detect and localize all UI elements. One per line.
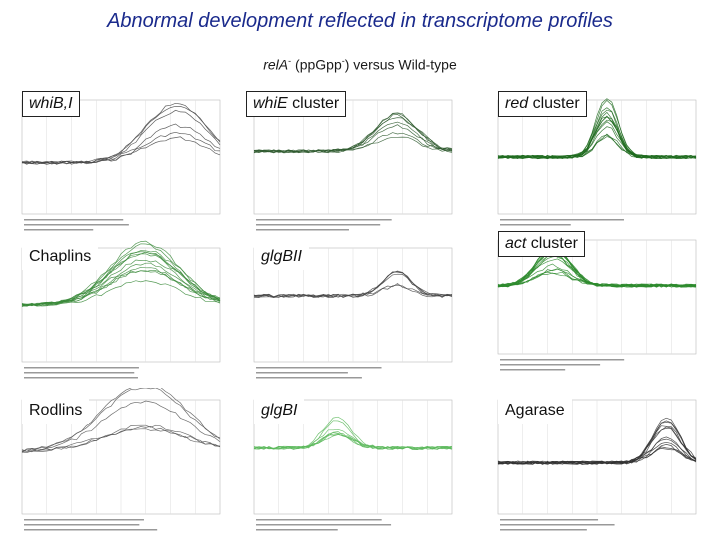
profile-line bbox=[253, 114, 453, 154]
panel-plot bbox=[253, 247, 453, 379]
panel-label-italic: whiE bbox=[253, 95, 288, 112]
panel-plot bbox=[21, 388, 221, 531]
panel-label-italic: glgBII bbox=[261, 248, 302, 265]
footer-text bbox=[24, 529, 158, 531]
panel-label-italic: act bbox=[505, 235, 527, 252]
panel-label: act cluster bbox=[498, 231, 585, 257]
panel-label: Chaplins bbox=[22, 244, 99, 270]
profile-line bbox=[21, 400, 221, 452]
footer-text bbox=[24, 367, 139, 369]
footer-text bbox=[24, 372, 135, 374]
panel-plot bbox=[253, 99, 453, 231]
footer-text bbox=[256, 529, 338, 531]
footer-text bbox=[500, 359, 625, 361]
profile-line bbox=[497, 420, 697, 465]
profile-line bbox=[21, 253, 221, 307]
subtitle-end: ) versus Wild-type bbox=[344, 56, 457, 73]
footer-text bbox=[256, 219, 392, 221]
profile-line bbox=[253, 271, 453, 298]
profile-line bbox=[253, 117, 453, 154]
panel-glgbi: glgBI bbox=[240, 388, 466, 536]
footer-text bbox=[24, 519, 144, 521]
panel-label-plain: Agarase bbox=[505, 402, 565, 419]
panel-label: red cluster bbox=[498, 91, 587, 117]
panel-plot bbox=[21, 99, 221, 231]
panel-plot bbox=[253, 399, 453, 531]
footer-text bbox=[256, 524, 392, 526]
profile-line bbox=[21, 136, 221, 165]
footer-text bbox=[500, 219, 624, 221]
panel-label: whiB,I bbox=[22, 91, 80, 117]
profile-line bbox=[253, 270, 453, 298]
panel-plot bbox=[497, 98, 697, 231]
footer-text bbox=[24, 524, 140, 526]
panel-label-plain: Chaplins bbox=[29, 248, 92, 265]
panel-glgbii: glgBII bbox=[240, 236, 466, 384]
footer-text bbox=[256, 367, 382, 369]
footer-text bbox=[500, 369, 566, 371]
profile-line bbox=[21, 102, 221, 165]
footer-text bbox=[24, 224, 129, 226]
panel-plot bbox=[497, 239, 697, 371]
profile-line bbox=[498, 258, 697, 288]
panel-label: Rodlins bbox=[22, 398, 90, 424]
profile-line bbox=[253, 428, 453, 450]
profile-line bbox=[21, 388, 221, 453]
panel-label-plain: Rodlins bbox=[29, 402, 83, 419]
profile-line bbox=[497, 107, 697, 159]
profile-line bbox=[497, 111, 697, 159]
profile-line bbox=[21, 424, 221, 453]
panel-label-plain: cluster bbox=[526, 235, 578, 252]
profile-line bbox=[21, 250, 221, 307]
panel-rodlins: Rodlins bbox=[8, 388, 234, 536]
profile-line bbox=[253, 132, 453, 154]
panel-plot bbox=[497, 399, 697, 531]
profile-line bbox=[497, 121, 696, 159]
profile-line bbox=[497, 426, 697, 465]
slide-title: Abnormal development reflected in transc… bbox=[107, 10, 613, 32]
subtitle-sup-1: - bbox=[288, 56, 292, 66]
subtitle-sup-2: - bbox=[341, 56, 345, 66]
panel-label: glgBII bbox=[254, 244, 309, 270]
footer-text bbox=[256, 377, 362, 379]
panel-whib: whiB,I bbox=[8, 88, 234, 236]
footer-text bbox=[500, 529, 587, 531]
profile-line bbox=[253, 433, 453, 450]
panel-label-italic: whiB,I bbox=[29, 95, 73, 112]
footer-text bbox=[256, 372, 348, 374]
panel-label: whiE cluster bbox=[246, 91, 347, 117]
footer-text bbox=[256, 224, 381, 226]
profile-line bbox=[21, 262, 221, 307]
footer-text bbox=[500, 364, 601, 366]
footer-text bbox=[24, 377, 138, 379]
footer-text bbox=[24, 219, 124, 221]
profile-line bbox=[497, 248, 697, 288]
profile-line bbox=[21, 105, 221, 164]
footer-text bbox=[500, 524, 615, 526]
footer-text bbox=[256, 229, 349, 231]
panel-chaplins: Chaplins bbox=[8, 236, 234, 384]
panel-label: glgBI bbox=[254, 398, 305, 424]
panel-label-italic: red bbox=[505, 95, 529, 112]
panel-label-plain: cluster bbox=[528, 95, 580, 112]
panel-label: Agarase bbox=[498, 398, 572, 424]
profile-line bbox=[497, 272, 697, 288]
profile-line bbox=[253, 284, 453, 298]
panel-label-plain: cluster bbox=[287, 95, 340, 112]
panel-label-italic: glgBI bbox=[261, 402, 298, 419]
panel-agarase: Agarase bbox=[484, 388, 710, 536]
panel-red: red cluster bbox=[484, 88, 710, 236]
subtitle-rel: relA bbox=[263, 56, 289, 73]
panel-whie: whiE cluster bbox=[240, 88, 466, 236]
footer-text bbox=[256, 519, 382, 521]
slide-subtitle: relA- (ppGpp-) versus Wild-type bbox=[0, 56, 720, 73]
panel-act: act cluster bbox=[484, 228, 710, 376]
footer-text bbox=[24, 229, 94, 231]
subtitle-mid: (ppGpp bbox=[291, 56, 342, 73]
footer-text bbox=[500, 224, 571, 226]
footer-text bbox=[500, 519, 599, 521]
